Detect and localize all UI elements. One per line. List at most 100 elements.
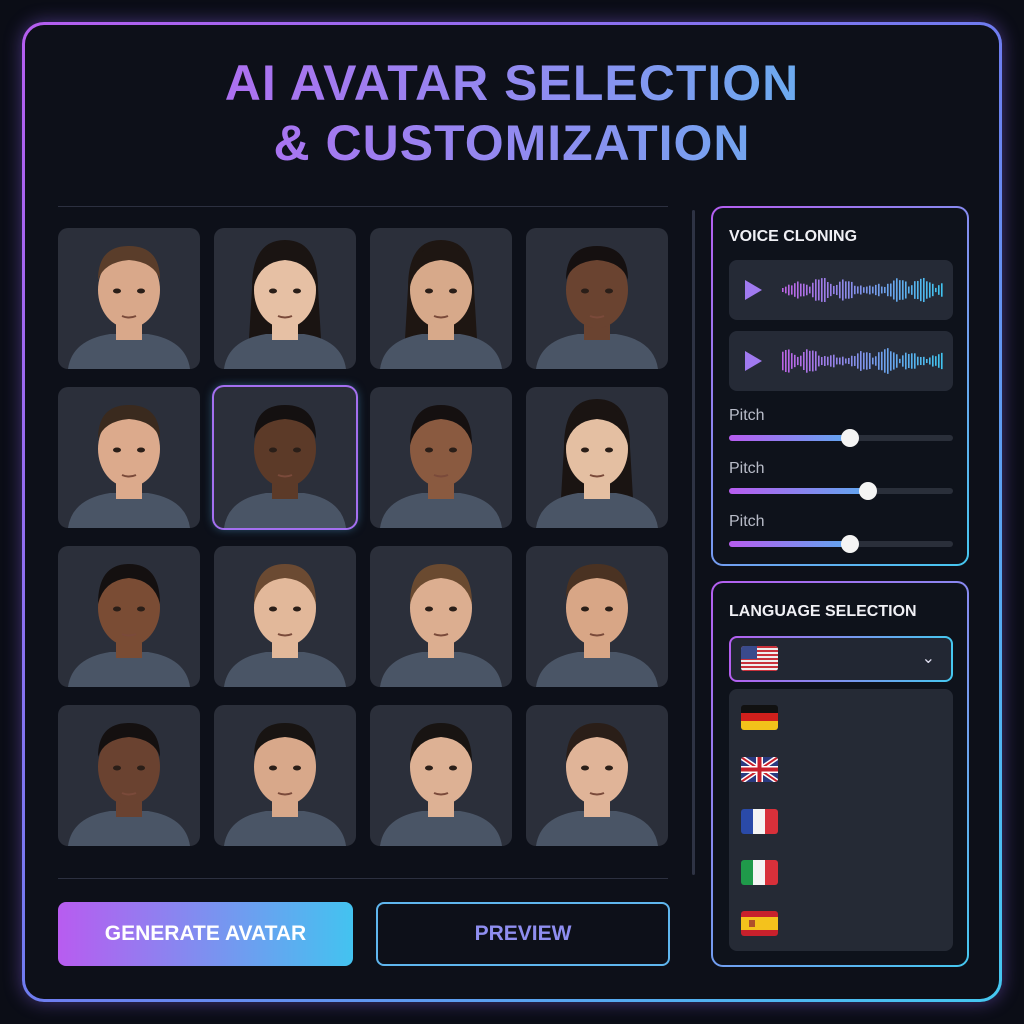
waveform-bar [923,356,925,366]
waveform-bar [884,349,886,373]
waveform-bar [863,352,865,370]
pitch-label: Pitch [729,460,765,477]
waveform-bar [815,279,817,301]
chevron-down-icon[interactable]: ⌄ [921,650,935,667]
waveform-bar [791,285,793,295]
waveform-bar [854,356,856,366]
waveform-bar [911,353,913,369]
waveform-bar [860,351,862,371]
waveform-bar [809,350,811,372]
waveform-bar [938,354,940,368]
waveform-bar [800,283,802,297]
waveform-bar [929,282,931,298]
avatar-tile[interactable] [526,228,668,369]
pitch-slider[interactable] [729,535,953,553]
flag-fr-icon[interactable] [741,809,778,834]
waveform-bar [797,356,799,366]
avatar-tile[interactable] [370,228,512,369]
avatar-tile[interactable] [214,228,356,369]
flag-es-icon[interactable] [741,911,778,936]
waveform-bar [932,355,934,367]
avatar-tile[interactable] [214,387,356,528]
waveform-bar [920,278,922,302]
grid-scrollbar[interactable] [692,210,695,875]
play-icon[interactable] [745,280,762,300]
voice-sample-1[interactable] [729,260,953,320]
slider-thumb[interactable] [858,482,877,500]
waveform-bar [881,286,883,294]
waveform-bar [887,348,889,374]
waveform-bar [833,354,835,368]
waveform-bar [803,283,805,297]
waveform-bar [863,287,865,293]
flag-gb-icon[interactable] [741,757,778,782]
waveform-bar [827,356,829,366]
avatar-tile[interactable] [214,705,356,846]
waveform-bar [875,356,877,366]
waveform-bar [785,286,787,294]
flag-it-icon[interactable] [741,860,778,885]
avatar-portrait [380,405,502,528]
waveform-bar [932,283,934,297]
pitch-slider[interactable] [729,429,953,447]
generate-avatar-button[interactable]: GENERATE AVATAR [58,902,353,966]
waveform-icon [782,277,943,303]
waveform-bar [827,281,829,299]
voice-sample-2[interactable] [729,331,953,391]
avatar-portrait [68,564,190,687]
slider-fill [729,435,850,441]
avatar-tile[interactable] [58,546,200,687]
waveform-bar [794,283,796,297]
waveform-bar [848,281,850,299]
avatar-tile[interactable] [526,705,668,846]
avatar-portrait [536,723,658,846]
waveform-bar [812,350,814,372]
waveform-bar [887,283,889,297]
waveform-bar [851,281,853,299]
play-icon[interactable] [745,351,762,371]
avatar-tile[interactable] [526,546,668,687]
divider-bottom [58,878,668,879]
flag-us-icon [741,646,778,671]
waveform-bar [794,354,796,368]
waveform-bar [872,357,874,365]
waveform-bar [803,351,805,371]
language-dropdown[interactable]: ⌄ [729,636,953,682]
avatar-tile[interactable] [58,387,200,528]
avatar-tile[interactable] [526,387,668,528]
slider-fill [729,488,868,494]
avatar-portrait [224,405,346,528]
waveform-bar [926,358,928,364]
voice-cloning-title: VOICE CLONING [729,228,858,245]
slider-thumb[interactable] [840,535,859,553]
avatar-tile[interactable] [214,546,356,687]
waveform-bar [836,284,838,296]
waveform-bar [791,353,793,369]
avatar-tile[interactable] [58,228,200,369]
waveform-bar [881,351,883,371]
avatar-portrait [380,723,502,846]
voice-cloning-panel: VOICE CLONING Pitch Pitch Pitch [711,206,969,566]
avatar-portrait [536,399,658,528]
avatar-portrait [68,246,190,369]
avatar-tile[interactable] [370,705,512,846]
avatar-tile[interactable] [58,705,200,846]
slider-thumb[interactable] [840,429,859,447]
waveform-bar [914,281,916,299]
avatar-tile[interactable] [370,546,512,687]
preview-button[interactable]: PREVIEW [376,902,670,966]
waveform-bar [788,349,790,373]
waveform-bar [815,351,817,371]
waveform-bar [869,353,871,369]
waveform-bar [890,351,892,371]
avatar-portrait [224,564,346,687]
pitch-label: Pitch [729,513,765,530]
avatar-tile[interactable] [370,387,512,528]
flag-de-icon[interactable] [741,705,778,730]
page-title-line1: AI AVATAR SELECTION [0,54,1024,112]
pitch-slider[interactable] [729,482,953,500]
page-title-line2: & CUSTOMIZATION [0,114,1024,172]
waveform-bar [941,283,943,297]
waveform-bar [851,355,853,367]
waveform-bar [824,277,826,303]
